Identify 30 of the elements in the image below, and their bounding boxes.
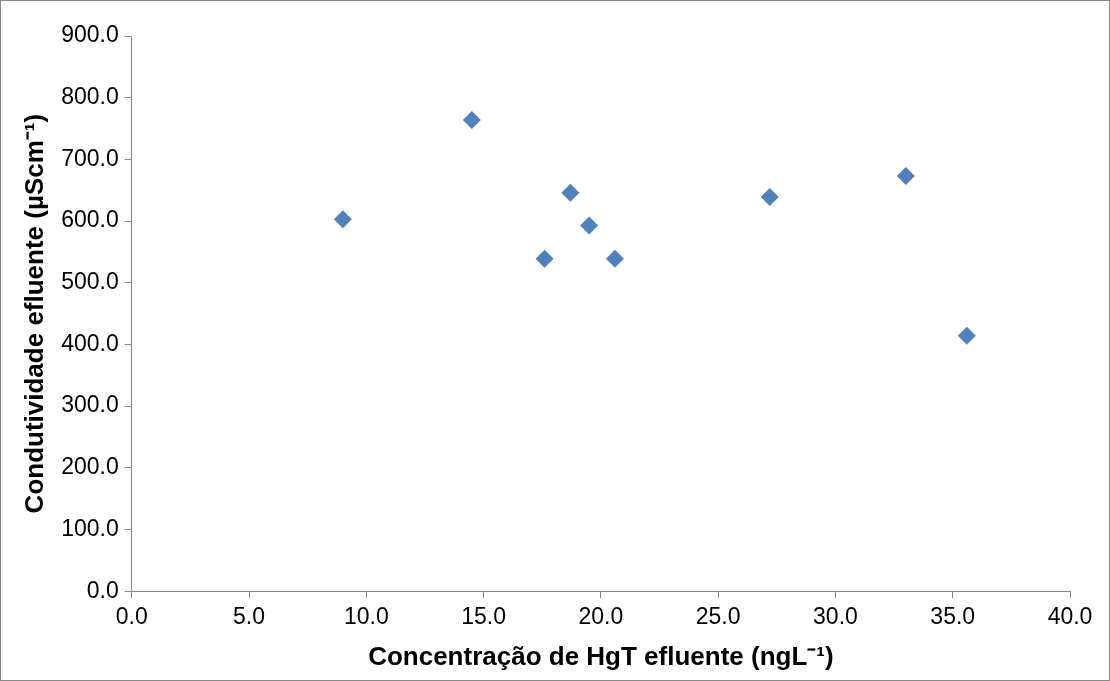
y-tick-label: 300.0 [61, 391, 119, 418]
y-tick-label: 100.0 [61, 514, 119, 541]
y-tick-label: 700.0 [61, 144, 119, 171]
y-tick-label: 0.0 [86, 576, 119, 603]
y-axis-title: Condutividade efluente (µScm⁻¹) [18, 113, 49, 514]
y-tick-label: 400.0 [61, 329, 119, 356]
x-axis-title: Concentração de HgT efluente (ngL⁻¹) [368, 640, 834, 671]
x-tick-label: 35.0 [930, 603, 976, 630]
point [896, 167, 915, 186]
x-tick-label: 5.0 [233, 603, 266, 630]
y-tick-label: 600.0 [61, 206, 119, 233]
point [605, 249, 624, 268]
y-tick-label: 500.0 [61, 268, 119, 295]
x-tick-label: 40.0 [1047, 603, 1093, 630]
point [333, 210, 352, 229]
x-tick-label: 20.0 [578, 603, 624, 630]
y-tick-label: 800.0 [61, 83, 119, 110]
point [957, 326, 976, 345]
point [462, 110, 481, 129]
y-tick-label: 900.0 [61, 21, 119, 48]
point [580, 216, 599, 235]
x-tick-label: 0.0 [115, 603, 148, 630]
x-tick-label: 25.0 [695, 603, 741, 630]
point [561, 183, 580, 202]
point [535, 249, 554, 268]
x-tick-label: 10.0 [343, 603, 389, 630]
x-tick-label: 15.0 [461, 603, 506, 630]
y-tick-label: 200.0 [61, 453, 119, 480]
x-tick-label: 30.0 [813, 603, 858, 630]
point [760, 188, 779, 207]
